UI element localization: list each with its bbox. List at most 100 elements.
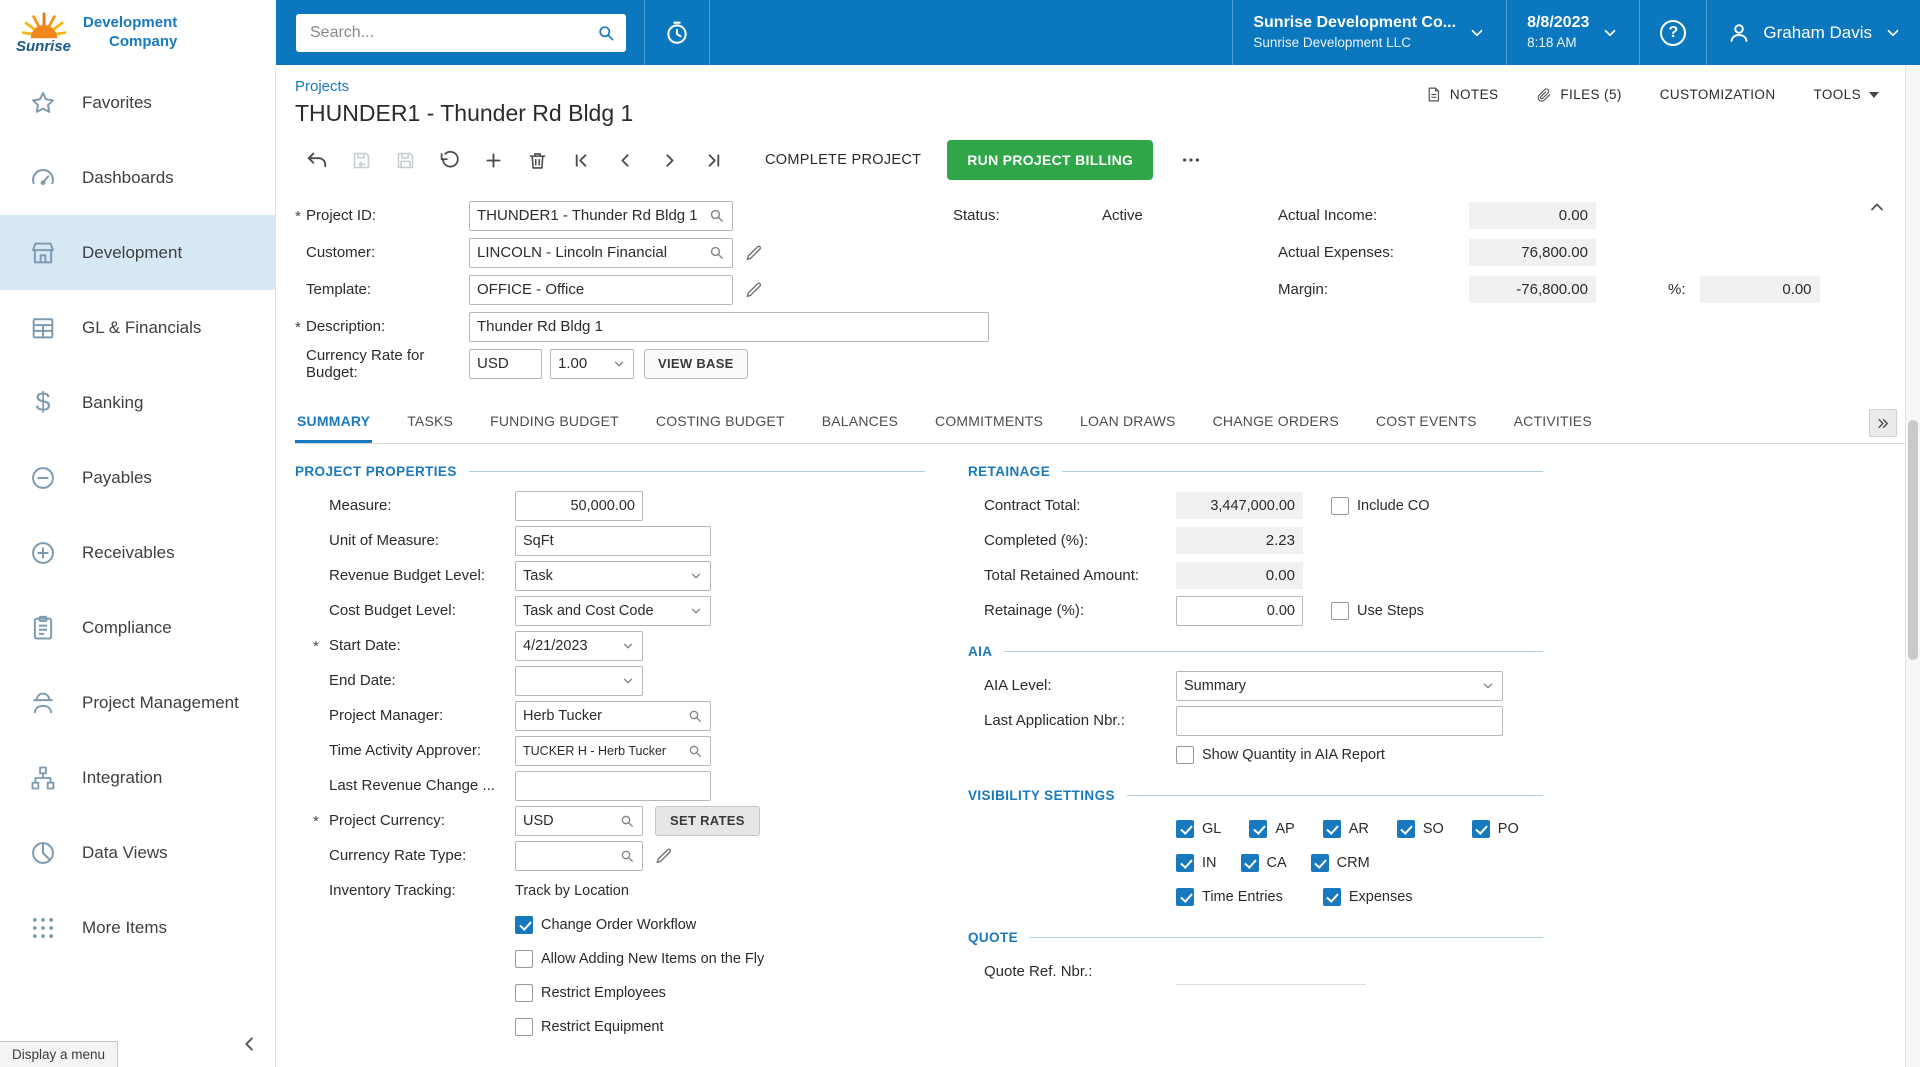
checkbox-allow-adding-new-items[interactable]: Allow Adding New Items on the Fly	[515, 950, 764, 968]
checkbox-show-quantity-aia[interactable]: Show Quantity in AIA Report	[1176, 746, 1385, 764]
currency-rate-type-field[interactable]	[515, 840, 643, 871]
aia-level-select[interactable]: Summary	[1176, 670, 1503, 701]
tab-summary[interactable]: SUMMARY	[295, 402, 373, 443]
checkbox-po[interactable]: PO	[1471, 820, 1519, 838]
files-button[interactable]: FILES (5)	[1536, 87, 1621, 103]
checkbox-ca[interactable]: CA	[1240, 854, 1287, 872]
last-application-input[interactable]	[1184, 712, 1495, 729]
delete-record-button[interactable]	[515, 140, 559, 180]
last-revenue-change-field[interactable]	[515, 770, 711, 801]
tab-activities[interactable]: ACTIVITIES	[1513, 413, 1592, 429]
select-caret-icon[interactable]	[1481, 679, 1495, 693]
end-date-input[interactable]	[523, 672, 621, 689]
tab-balances[interactable]: BALANCES	[821, 413, 899, 429]
measure-field[interactable]	[515, 490, 643, 521]
cost-budget-level-select[interactable]: Task and Cost Code	[515, 595, 711, 626]
view-base-button[interactable]: VIEW BASE	[644, 348, 748, 379]
edit-template-button[interactable]	[745, 281, 763, 299]
checkbox-use-steps[interactable]: Use Steps	[1331, 601, 1424, 620]
save-close-button[interactable]	[339, 140, 383, 180]
tools-button[interactable]: TOOLS	[1813, 87, 1879, 102]
sidebar-item-compliance[interactable]: Compliance	[0, 590, 275, 665]
select-caret-icon[interactable]	[621, 674, 635, 688]
sidebar-item-more-items[interactable]: More Items	[0, 890, 275, 965]
vertical-scrollbar[interactable]	[1905, 65, 1920, 1067]
currency-rate-type-input[interactable]	[523, 847, 619, 864]
checkbox-restrict-equipment[interactable]: Restrict Equipment	[515, 1018, 664, 1036]
checkbox-expenses[interactable]: Expenses	[1322, 888, 1413, 906]
lookup-icon[interactable]	[708, 244, 725, 261]
select-caret-icon[interactable]	[612, 357, 626, 371]
more-actions-button[interactable]	[1169, 140, 1213, 180]
tab-tasks[interactable]: TASKS	[407, 413, 454, 429]
sidebar-item-project-management[interactable]: Project Management	[0, 665, 275, 740]
sidebar-item-receivables[interactable]: Receivables	[0, 515, 275, 590]
currency-code-input[interactable]	[477, 355, 534, 372]
checkbox-ap[interactable]: AP	[1249, 820, 1295, 838]
description-input[interactable]	[477, 318, 981, 335]
search-input[interactable]	[310, 23, 596, 42]
notes-button[interactable]: NOTES	[1425, 86, 1499, 103]
help-button[interactable]	[1640, 0, 1706, 65]
collapse-form-button[interactable]	[1867, 197, 1887, 217]
next-record-button[interactable]	[647, 140, 691, 180]
lookup-icon[interactable]	[687, 743, 703, 759]
checkbox-ar[interactable]: AR	[1322, 820, 1369, 838]
template-input[interactable]	[477, 281, 725, 298]
tab-funding-budget[interactable]: FUNDING BUDGET	[490, 413, 619, 429]
add-record-button[interactable]	[471, 140, 515, 180]
end-date-field[interactable]	[515, 665, 643, 696]
tab-cost-events[interactable]: COST EVENTS	[1375, 413, 1477, 429]
start-date-input[interactable]	[523, 637, 621, 654]
set-rates-button[interactable]: SET RATES	[655, 805, 760, 836]
user-menu[interactable]: Graham Davis	[1707, 0, 1920, 65]
sidebar-item-banking[interactable]: Banking	[0, 365, 275, 440]
company-selector[interactable]: Sunrise Development Co... Sunrise Develo…	[1233, 0, 1506, 65]
lookup-icon[interactable]	[619, 848, 635, 864]
checkbox-so[interactable]: SO	[1396, 820, 1444, 838]
edit-customer-button[interactable]	[745, 244, 763, 262]
currency-rate-combo[interactable]: 1.00	[550, 348, 634, 379]
project-id-input[interactable]	[477, 207, 708, 224]
previous-record-button[interactable]	[603, 140, 647, 180]
retainage-pct-input[interactable]	[1184, 602, 1295, 619]
global-search[interactable]	[296, 13, 626, 52]
time-tracking-button[interactable]	[644, 0, 710, 65]
lookup-icon[interactable]	[687, 708, 703, 724]
checkbox-gl[interactable]: GL	[1176, 820, 1221, 838]
checkbox-change-order-workflow[interactable]: Change Order Workflow	[515, 916, 696, 934]
retainage-pct-field[interactable]	[1176, 595, 1303, 626]
sidebar-item-dashboards[interactable]: Dashboards	[0, 140, 275, 215]
project-currency-input[interactable]	[523, 812, 619, 829]
complete-project-button[interactable]: COMPLETE PROJECT	[749, 152, 937, 168]
uom-field[interactable]	[515, 525, 711, 556]
last-record-button[interactable]	[691, 140, 735, 180]
lookup-icon[interactable]	[619, 813, 635, 829]
checkbox-time-entries[interactable]: Time Entries	[1176, 888, 1283, 906]
checkbox-crm[interactable]: CRM	[1310, 854, 1370, 872]
cancel-undo-button[interactable]	[427, 140, 471, 180]
tab-change-orders[interactable]: CHANGE ORDERS	[1212, 413, 1339, 429]
business-date-selector[interactable]: 8/8/2023 8:18 AM	[1507, 0, 1639, 65]
back-button[interactable]	[295, 140, 339, 180]
customer-input[interactable]	[477, 244, 708, 261]
app-logo[interactable]: Sunrise Development Company	[0, 0, 276, 65]
select-caret-icon[interactable]	[689, 604, 703, 618]
collapse-sidebar-button[interactable]	[239, 1033, 261, 1055]
currency-code-field[interactable]	[469, 348, 542, 379]
sidebar-item-development[interactable]: Development	[0, 215, 275, 290]
revenue-budget-level-select[interactable]: Task	[515, 560, 711, 591]
measure-input[interactable]	[523, 497, 635, 514]
run-project-billing-button[interactable]: RUN PROJECT BILLING	[947, 140, 1154, 180]
tab-overflow-button[interactable]	[1869, 409, 1897, 437]
time-activity-approver-input[interactable]	[523, 743, 687, 758]
edit-currency-rate-type-button[interactable]	[655, 847, 673, 865]
customer-field[interactable]	[469, 237, 733, 268]
uom-input[interactable]	[523, 532, 703, 549]
first-record-button[interactable]	[559, 140, 603, 180]
template-field[interactable]	[469, 274, 733, 305]
select-caret-icon[interactable]	[689, 569, 703, 583]
sidebar-item-data-views[interactable]: Data Views	[0, 815, 275, 890]
breadcrumb[interactable]: Projects	[295, 78, 350, 95]
last-revenue-change-input[interactable]	[523, 777, 703, 794]
